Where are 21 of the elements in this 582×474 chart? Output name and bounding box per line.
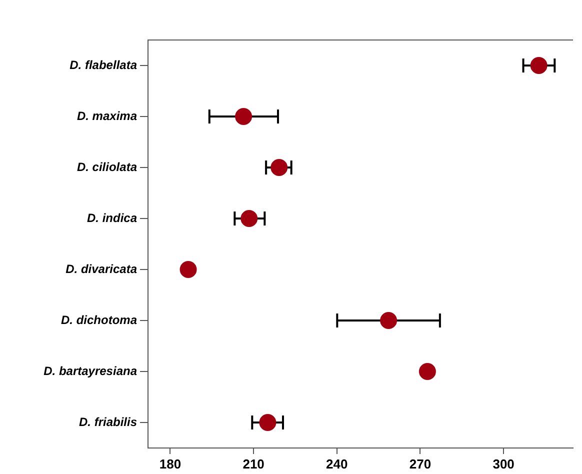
y-tick-label: D. divaricata — [66, 262, 138, 276]
y-tick-label: D. dichotoma — [60, 312, 138, 327]
point — [235, 108, 252, 125]
point — [180, 261, 197, 278]
x-tick-label: 240 — [326, 456, 348, 472]
x-tick-label: 300 — [492, 456, 514, 472]
point — [418, 363, 436, 380]
y-tick-label: D. indica — [86, 210, 138, 225]
x-tick-label: 270 — [409, 456, 432, 472]
point — [240, 210, 258, 227]
point — [270, 159, 288, 176]
point — [259, 414, 276, 431]
point — [530, 57, 548, 74]
x-tick-label: 210 — [242, 456, 264, 472]
y-tick-label: D. flabellata — [70, 58, 138, 72]
point — [380, 312, 398, 329]
y-tick-label: D. ciliolata — [76, 160, 138, 174]
y-tick-label: D. maxima — [76, 108, 138, 123]
y-tick-label: D. friabilis — [78, 414, 138, 429]
y-tick-label: D. bartayresiana — [44, 364, 138, 378]
x-tick-label: 180 — [159, 456, 182, 472]
